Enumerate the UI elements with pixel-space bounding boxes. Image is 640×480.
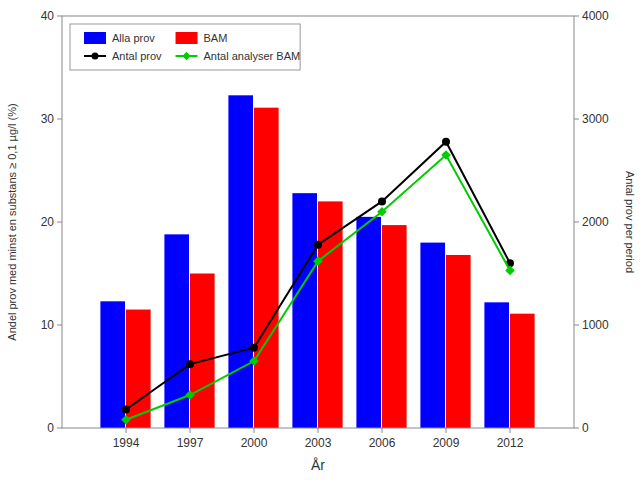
legend-item: Antal analyser BAM [176,50,301,62]
x-tick-label: 2012 [497,436,524,450]
marker [122,405,130,413]
legend-label: Antal prov [112,50,162,62]
y2-tick [574,119,579,120]
line-series [121,150,515,424]
legend-item: BAM [176,32,228,44]
legend-marker [92,53,99,60]
marker [121,415,131,425]
legend: Alla prov BAM Antal prov Antal analyser BAM [70,24,300,70]
legend-label: Alla prov [112,32,155,44]
y2-tick [574,222,579,223]
marker [378,197,386,205]
x-axis-label: År [311,457,325,473]
bar [254,108,279,428]
y2-tick [574,428,579,429]
plot-frame [62,16,574,428]
marker [377,207,387,217]
y-tick-label: 0 [47,421,54,435]
line [126,155,510,420]
y2-axis-label: Antal prov per period [624,171,636,273]
x-tick [446,428,447,433]
x-tick [318,428,319,433]
bar [484,302,509,428]
bar [420,243,445,428]
legend-item: Antal prov [84,50,162,62]
y2-tick-label: 1000 [582,318,609,332]
marker [441,150,451,160]
plot-background [62,16,574,428]
bar [356,217,381,428]
bar [382,225,407,428]
x-tick-label: 1997 [177,436,204,450]
x-tick-label: 2006 [369,436,396,450]
bar [510,314,535,428]
legend-item: Alla prov [84,32,155,44]
x-tick-label: 1994 [113,436,140,450]
y-axis-label: Andel prov med minst en substans ≥ 0,1 µ… [6,103,18,340]
legend-box [70,24,300,70]
legend-label: BAM [204,32,228,44]
legend-marker [182,52,190,60]
line-series [122,138,514,414]
chart: 1994 1997 2000 2003 2006 2009 2012 0 10 20 30 40 0 10… [0,0,640,480]
marker [250,344,258,352]
marker [313,256,323,266]
bar [292,193,317,428]
x-tick [126,428,127,433]
y2-tick [574,325,579,326]
bar [228,95,253,428]
legend-swatch [84,32,106,44]
marker [314,241,322,249]
axes: 1994 1997 2000 2003 2006 2009 2012 0 10 20 30 40 0 10… [41,9,609,450]
y2-tick [574,16,579,17]
marker [505,266,515,276]
marker [185,390,195,400]
x-tick-label: 2003 [305,436,332,450]
y2-tick-label: 2000 [582,215,609,229]
y-tick-label: 40 [41,9,55,23]
y-tick-label: 10 [41,318,55,332]
y-tick-label: 20 [41,215,55,229]
line [126,142,510,410]
y2-tick-label: 4000 [582,9,609,23]
x-tick-label: 2009 [433,436,460,450]
marker [442,138,450,146]
data-layer [100,95,534,428]
x-tick [510,428,511,433]
legend-swatch [176,32,198,44]
bar-series [100,95,509,428]
bar-series [126,108,535,428]
bar [190,274,215,429]
x-tick-label: 2000 [241,436,268,450]
y-tick [57,428,62,429]
x-tick [382,428,383,433]
y2-tick-label: 0 [582,421,589,435]
y-tick [57,325,62,326]
bar [164,234,189,428]
legend-label: Antal analyser BAM [204,50,301,62]
y-tick [57,222,62,223]
y2-tick-label: 3000 [582,112,609,126]
y-tick [57,119,62,120]
y-tick [57,16,62,17]
bar [100,301,125,428]
chart-container: 1994 1997 2000 2003 2006 2009 2012 0 10 20 30 40 0 10… [0,0,640,480]
marker [186,360,194,368]
x-tick [190,428,191,433]
x-tick [254,428,255,433]
bar [446,255,471,428]
marker [249,356,259,366]
y-tick-label: 30 [41,112,55,126]
